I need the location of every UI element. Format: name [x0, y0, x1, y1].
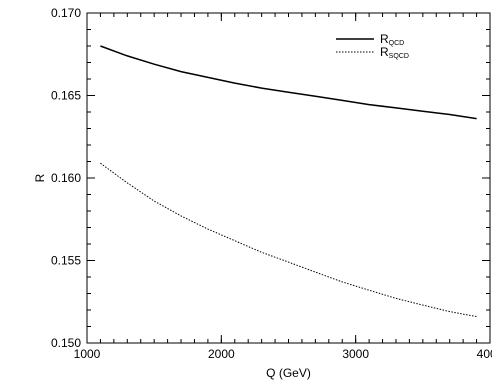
- legend-label-main: R: [380, 45, 389, 59]
- legend-label-main: R: [380, 32, 389, 46]
- y-tick-labels: 0.150 0.155 0.160 0.165 0.170: [51, 6, 81, 350]
- series-line-sqcd: [100, 163, 476, 316]
- series-lines: [100, 46, 476, 317]
- legend-label: RSQCD: [380, 45, 409, 60]
- y-tick-label: 0.160: [51, 171, 81, 185]
- y-tick-label: 0.165: [51, 89, 81, 103]
- y-axis-title: R: [33, 173, 47, 182]
- x-tick-labels: 1000200030004000: [74, 347, 492, 361]
- x-tick-label: 3000: [342, 347, 369, 361]
- y-tick-label: 0.170: [51, 6, 81, 20]
- x-tick-label: 4000: [477, 347, 492, 361]
- y-tick-label: 0.155: [51, 254, 81, 268]
- legend-label-sub: SQCD: [389, 53, 409, 60]
- x-tick-label: 2000: [208, 347, 235, 361]
- series-line-qcd: [100, 46, 476, 119]
- y-tick-label: 0.150: [51, 336, 81, 350]
- legend-label-sub: QCD: [389, 40, 405, 47]
- x-axis-title: Q (GeV): [266, 366, 311, 380]
